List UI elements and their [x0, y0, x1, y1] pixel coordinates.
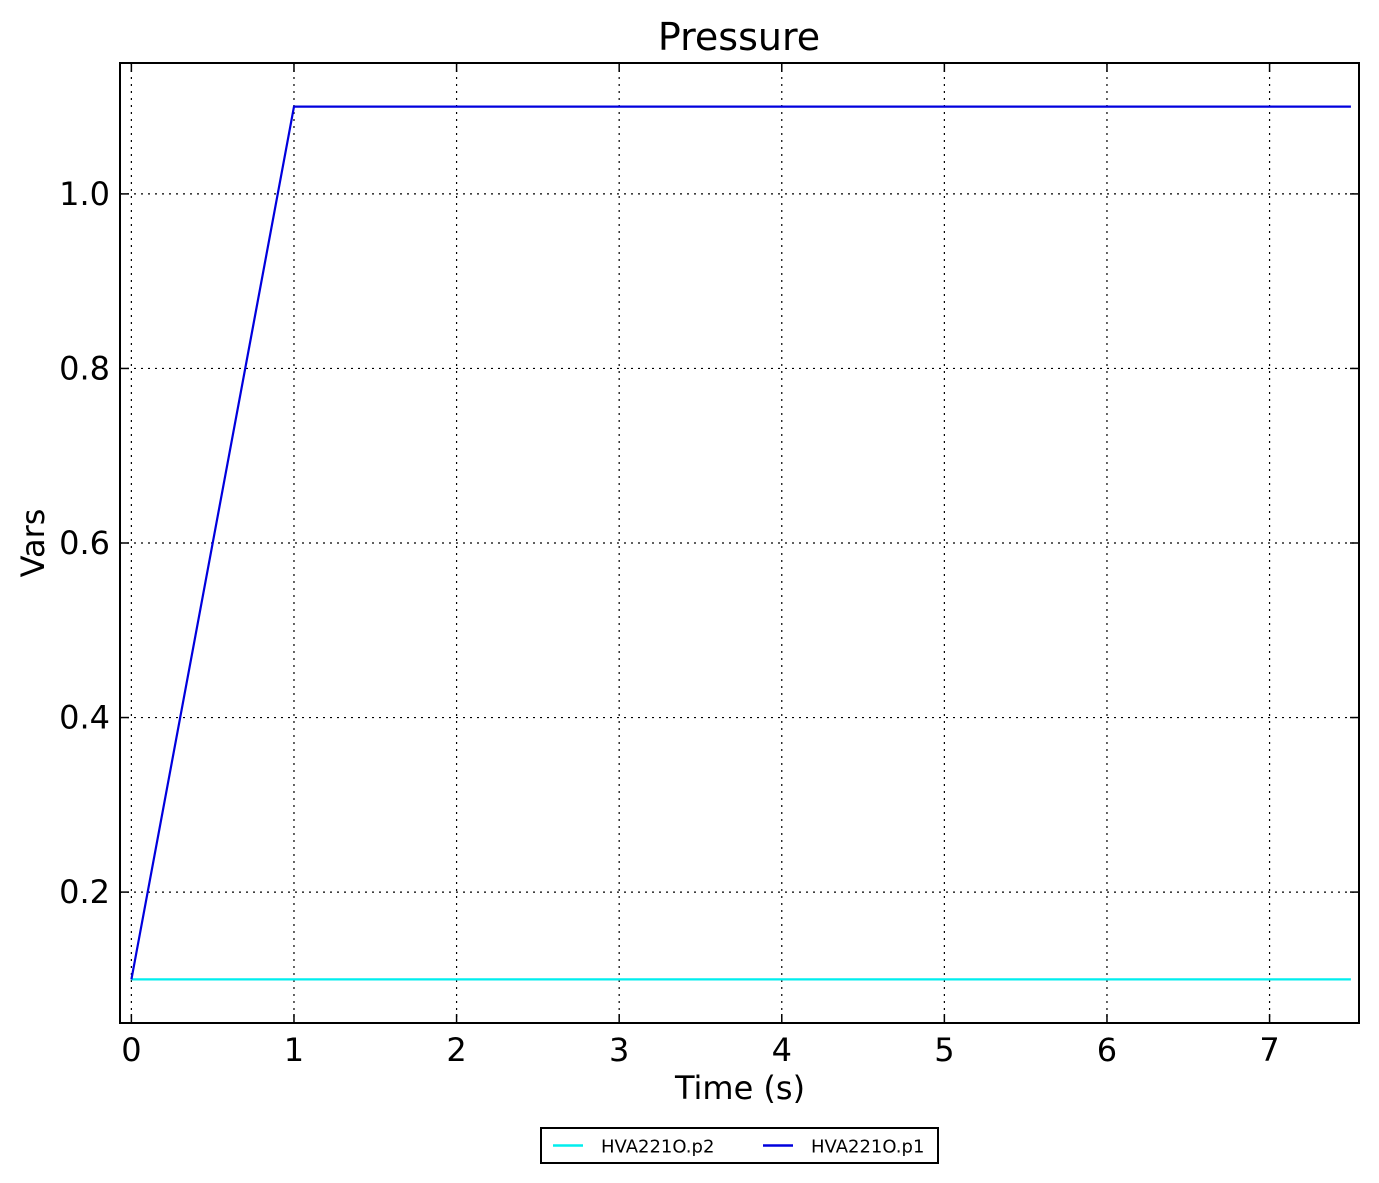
legend: HVA221O.p2 HVA221O.p1 — [540, 1127, 939, 1164]
y-tick-label: 0.6 — [59, 524, 110, 562]
y-tick-label: 1.0 — [59, 175, 110, 213]
grid-lines — [120, 63, 1359, 1023]
chart-title: Pressure — [658, 15, 820, 59]
y-axis-title: Vars — [14, 509, 52, 578]
x-tick-label: 5 — [934, 1031, 954, 1069]
x-tick-label: 3 — [609, 1031, 629, 1069]
x-tick-label: 4 — [772, 1031, 792, 1069]
y-tick-label: 0.8 — [59, 349, 110, 387]
x-tick-label: 1 — [284, 1031, 304, 1069]
legend-label: HVA221O.p1 — [811, 1137, 924, 1158]
x-tick-label: 0 — [121, 1031, 141, 1069]
y-tick-label: 0.2 — [59, 873, 110, 911]
plot-frame — [119, 62, 1360, 1024]
series-layer — [130, 105, 1351, 981]
axis-ticks — [120, 63, 1359, 1023]
y-tick-label: 0.4 — [59, 699, 110, 737]
x-tick-label: 7 — [1259, 1031, 1279, 1069]
x-axis-title: Time (s) — [674, 1069, 805, 1107]
legend-box — [540, 1127, 939, 1164]
tick-labels: 0 1 2 3 4 5 6 7 0.2 0.4 0.6 0.8 1.0 — [59, 175, 1280, 1069]
x-tick-label: 2 — [446, 1031, 466, 1069]
x-tick-label: 6 — [1097, 1031, 1117, 1069]
series-line-hva221o-p1 — [130, 105, 1351, 980]
legend-label: HVA221O.p2 — [601, 1137, 714, 1158]
